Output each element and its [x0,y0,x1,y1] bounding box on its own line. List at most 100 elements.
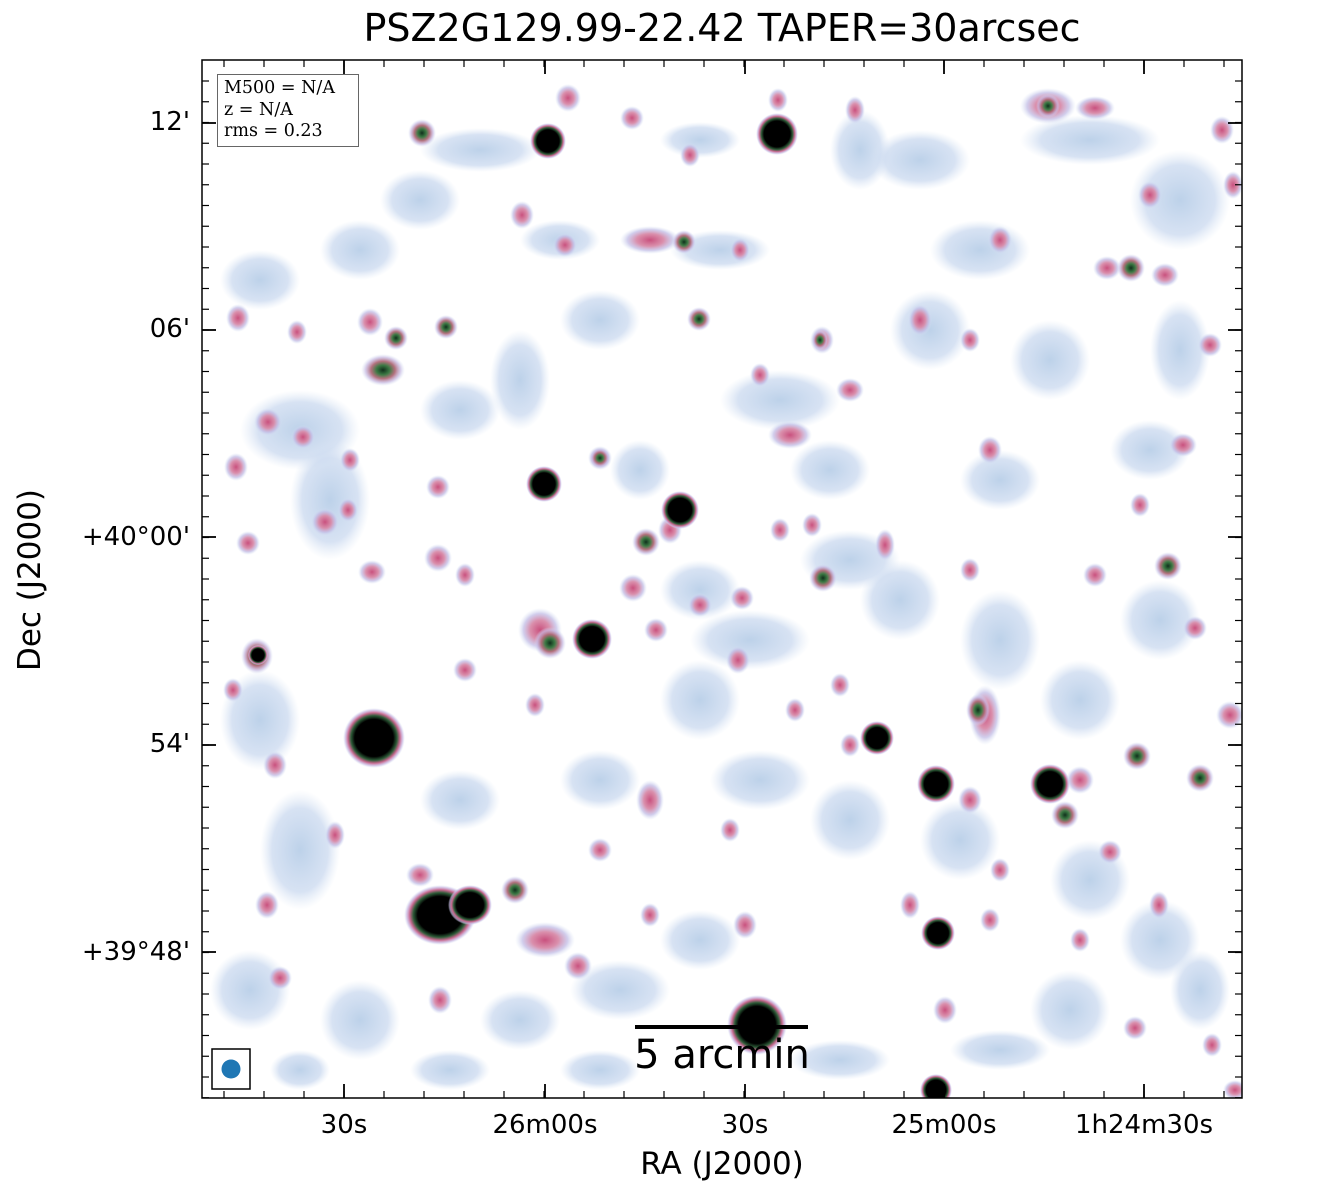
moderate-emission [564,952,592,980]
faint-emission [790,440,870,500]
moderate-emission [726,646,750,674]
bright-emission [809,564,837,592]
compact-source [920,1074,952,1098]
faint-emission [480,990,560,1050]
moderate-emission [730,586,754,610]
x-tick-label: 25m00s [891,1110,997,1140]
compact-source [756,113,798,155]
bright-emission [501,876,529,904]
moderate-emission [720,818,740,842]
moderate-emission [1130,493,1150,517]
axis-ticks [202,60,1242,1099]
faint-emission [210,950,290,1030]
compact-source [572,619,612,659]
moderate-emission [836,378,864,402]
faint-emission [1120,580,1200,660]
moderate-emission [933,996,957,1024]
moderate-emission [830,673,850,697]
moderate-emission [291,425,315,449]
faint-emission [870,130,970,190]
bright-emission [812,330,828,350]
y-tick-label: +40°00' [81,522,190,552]
moderate-emission [750,363,770,387]
bright-emission [1123,742,1151,770]
moderate-emission [960,558,980,582]
compact-source [343,708,405,768]
bright-emission [632,528,660,556]
moderate-emission [1098,840,1122,864]
faint-emission [1170,950,1230,1030]
moderate-emission [236,531,260,555]
x-tick-label: 26m00s [492,1110,598,1140]
faint-emission [270,1050,330,1090]
m500-label: M500 = N/A [224,78,335,98]
moderate-emission [640,903,660,927]
moderate-emission [1183,616,1207,640]
compact-source [860,721,894,755]
x-tick-label: 30s [320,1110,368,1140]
faint-emission [410,1050,490,1090]
info-box: M500 = N/A z = N/A rms = 0.23 [217,74,359,147]
bright-emission [966,694,990,726]
bright-emission [1117,254,1145,282]
faint-emission [560,750,640,810]
bright-emission [1036,94,1060,118]
beam-ellipse-icon [221,1059,241,1079]
compact-source [526,466,562,502]
bright-emission [408,119,436,147]
faint-emission [690,610,810,670]
faint-emission [260,790,340,910]
moderate-emission [1149,891,1169,919]
moderate-emission [768,421,812,449]
moderate-emission [680,143,700,167]
moderate-emission [730,238,750,262]
moderate-emission [1223,1080,1242,1098]
moderate-emission [223,678,243,702]
faint-emission [560,1050,640,1090]
faint-emission [920,800,1000,880]
moderate-emission [978,436,1002,464]
moderate-emission [263,751,287,779]
moderate-emission [426,475,450,499]
moderate-emission [785,698,805,722]
emission-layer [210,84,1242,1098]
moderate-emission [988,226,1012,254]
compact-source [921,916,955,950]
bright-emission [687,307,711,331]
moderate-emission [428,986,452,1014]
moderate-emission [1151,263,1179,287]
moderate-emission [619,574,647,602]
faint-emission [220,250,300,310]
moderate-emission [338,498,358,522]
moderate-emission [990,858,1010,882]
compact-source [917,765,955,803]
faint-emission [420,380,500,440]
moderate-emission [1066,766,1094,794]
moderate-emission [553,233,577,257]
moderate-emission [455,563,475,587]
bright-emission [534,627,566,659]
moderate-emission [424,544,452,572]
faint-emission [380,170,460,230]
bright-emission [1186,764,1214,792]
compact-source [448,885,492,925]
moderate-emission [1083,563,1107,587]
compact-source [661,491,699,529]
faint-emission [720,370,840,430]
moderate-emission [1070,928,1090,952]
moderate-emission [357,308,383,336]
faint-emission [320,980,400,1060]
moderate-emission [1198,333,1222,357]
faint-emission [490,330,550,430]
bright-emission [590,448,610,468]
y-tick-label: +39°48' [81,937,190,967]
compact-source [248,645,268,665]
moderate-emission [588,838,612,862]
y-tick-label: 54' [149,729,190,759]
bright-emission [384,326,408,350]
moderate-emission [525,693,545,717]
faint-emission [960,450,1040,510]
faint-emission [860,560,940,640]
faint-emission [1030,970,1110,1050]
